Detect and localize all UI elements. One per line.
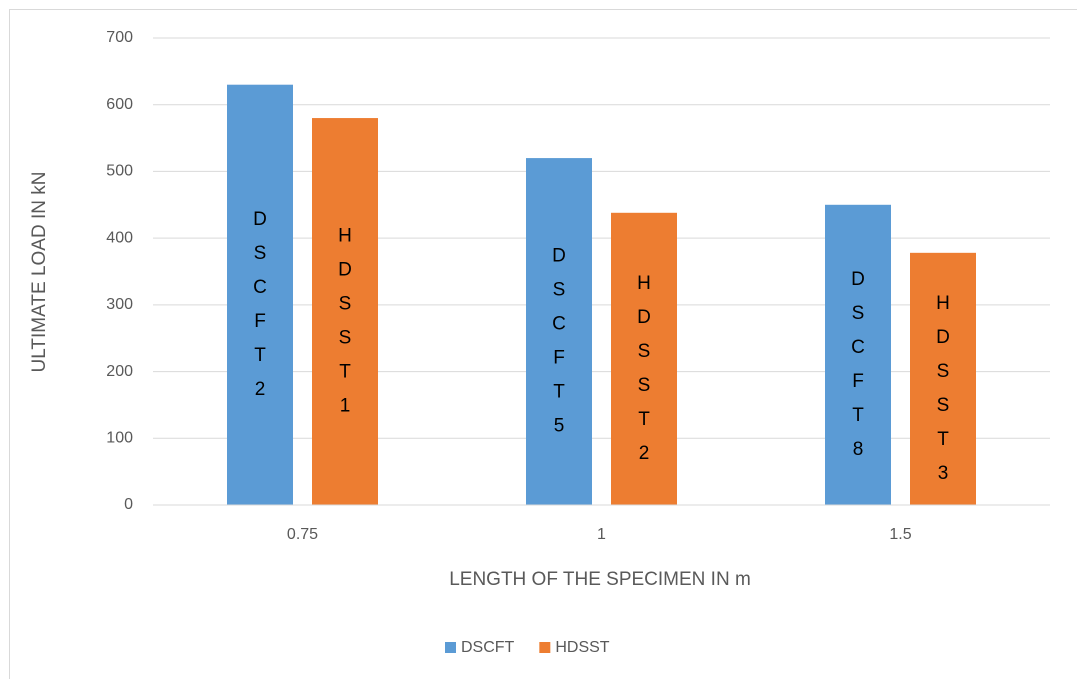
bar (526, 158, 592, 506)
bar (825, 204, 891, 506)
x-axis-title: LENGTH OF THE SPECIMEN IN m (449, 569, 751, 590)
legend-label: HDSST (555, 639, 609, 656)
bar (611, 212, 677, 505)
legend-label: DSCFT (461, 639, 515, 656)
y-tick-label: 100 (106, 430, 133, 447)
y-tick-label: 500 (106, 163, 133, 180)
y-axis-title: ULTIMATE LOAD IN kN (29, 172, 50, 373)
y-tick-label: 600 (106, 96, 133, 113)
y-tick-label: 400 (106, 229, 133, 246)
x-tick-label: 0.75 (287, 526, 318, 543)
legend-swatch (539, 642, 551, 653)
y-tick-label: 200 (106, 363, 133, 380)
x-tick-label: 1 (597, 526, 606, 543)
y-tick-label: 700 (106, 29, 133, 46)
x-tick-label: 1.5 (889, 526, 911, 543)
y-tick-label: 0 (124, 496, 133, 513)
bar (227, 84, 293, 505)
legend-swatch (445, 642, 456, 653)
y-tick-label: 300 (106, 296, 133, 313)
bar (910, 252, 976, 505)
bar (312, 118, 378, 506)
